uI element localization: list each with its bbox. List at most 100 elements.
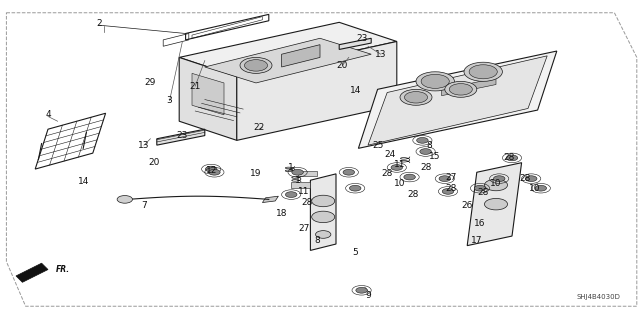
Circle shape [506, 155, 518, 161]
Circle shape [420, 149, 431, 154]
Polygon shape [368, 56, 547, 145]
Text: 14: 14 [77, 177, 89, 186]
Text: 28: 28 [477, 189, 489, 197]
Circle shape [240, 57, 272, 73]
Circle shape [349, 185, 361, 191]
Circle shape [312, 211, 335, 223]
Circle shape [484, 198, 508, 210]
Circle shape [439, 176, 451, 182]
Polygon shape [205, 38, 371, 83]
Text: 28: 28 [445, 184, 457, 193]
Text: 28: 28 [420, 163, 431, 172]
Circle shape [484, 179, 508, 191]
Circle shape [442, 189, 454, 194]
Text: 10: 10 [394, 179, 406, 188]
Text: 24: 24 [385, 150, 396, 159]
Circle shape [416, 72, 454, 91]
Polygon shape [358, 51, 557, 148]
Polygon shape [298, 171, 317, 176]
Polygon shape [310, 174, 336, 250]
Circle shape [445, 81, 477, 97]
Text: 8: 8 [426, 141, 431, 150]
Polygon shape [179, 22, 397, 77]
Text: 2: 2 [97, 19, 102, 28]
Text: 10: 10 [490, 179, 502, 188]
Polygon shape [35, 113, 106, 169]
Circle shape [493, 176, 505, 182]
Polygon shape [237, 41, 397, 140]
Circle shape [205, 166, 217, 172]
Polygon shape [262, 196, 278, 203]
Polygon shape [339, 38, 371, 49]
Text: 29: 29 [145, 78, 156, 87]
Text: 27: 27 [445, 173, 457, 182]
Polygon shape [282, 45, 320, 67]
Circle shape [525, 176, 537, 182]
Text: 22: 22 [253, 123, 265, 132]
Polygon shape [16, 263, 48, 282]
Polygon shape [186, 14, 269, 40]
Text: 28: 28 [503, 153, 515, 162]
Text: 28: 28 [381, 169, 393, 178]
Text: 8: 8 [314, 236, 319, 245]
Circle shape [400, 89, 432, 105]
Text: 11: 11 [298, 187, 310, 196]
Text: 21: 21 [189, 82, 201, 91]
Text: 7: 7 [141, 201, 147, 210]
Text: 5: 5 [353, 248, 358, 256]
Text: 28: 28 [301, 198, 313, 207]
Text: 14: 14 [349, 86, 361, 95]
Circle shape [292, 169, 303, 175]
Text: 9: 9 [365, 291, 371, 300]
Circle shape [449, 84, 472, 95]
Polygon shape [467, 163, 522, 246]
Text: 1: 1 [289, 163, 294, 172]
Text: 1: 1 [295, 176, 300, 185]
Text: 26: 26 [461, 201, 473, 210]
Text: 13: 13 [375, 50, 387, 59]
Text: 4: 4 [45, 110, 51, 119]
Circle shape [343, 169, 355, 175]
Text: 13: 13 [138, 141, 150, 150]
Text: 23: 23 [177, 131, 188, 140]
Circle shape [356, 287, 367, 293]
Polygon shape [291, 182, 310, 188]
Circle shape [535, 185, 547, 191]
Text: FR.: FR. [56, 265, 70, 274]
Text: 28: 28 [407, 190, 419, 199]
Text: 15: 15 [429, 152, 441, 161]
Circle shape [117, 196, 132, 203]
Text: SHJ4B4030D: SHJ4B4030D [577, 294, 621, 300]
Text: 12: 12 [205, 166, 217, 175]
Circle shape [209, 169, 220, 175]
Text: 19: 19 [250, 169, 262, 178]
Text: 11: 11 [394, 160, 406, 169]
Text: 16: 16 [474, 219, 486, 228]
Circle shape [312, 195, 335, 207]
Circle shape [391, 165, 403, 170]
Circle shape [464, 62, 502, 81]
Circle shape [316, 231, 331, 238]
Circle shape [474, 185, 486, 191]
Text: 28: 28 [519, 174, 531, 183]
Circle shape [469, 65, 497, 79]
Text: 27: 27 [298, 224, 310, 233]
Text: 17: 17 [471, 236, 483, 245]
Text: 3: 3 [167, 96, 172, 105]
Polygon shape [179, 57, 237, 140]
Circle shape [421, 74, 449, 88]
Polygon shape [442, 78, 496, 96]
Polygon shape [192, 73, 224, 115]
Circle shape [244, 60, 268, 71]
Text: 20: 20 [337, 61, 348, 70]
Text: 23: 23 [356, 34, 367, 43]
Circle shape [417, 137, 428, 143]
Circle shape [285, 192, 297, 197]
Circle shape [404, 92, 428, 103]
Circle shape [404, 174, 415, 180]
Polygon shape [157, 129, 205, 145]
Text: 18: 18 [276, 209, 287, 218]
Text: 10: 10 [529, 184, 540, 193]
Text: 25: 25 [372, 141, 383, 150]
Text: 20: 20 [148, 158, 159, 167]
